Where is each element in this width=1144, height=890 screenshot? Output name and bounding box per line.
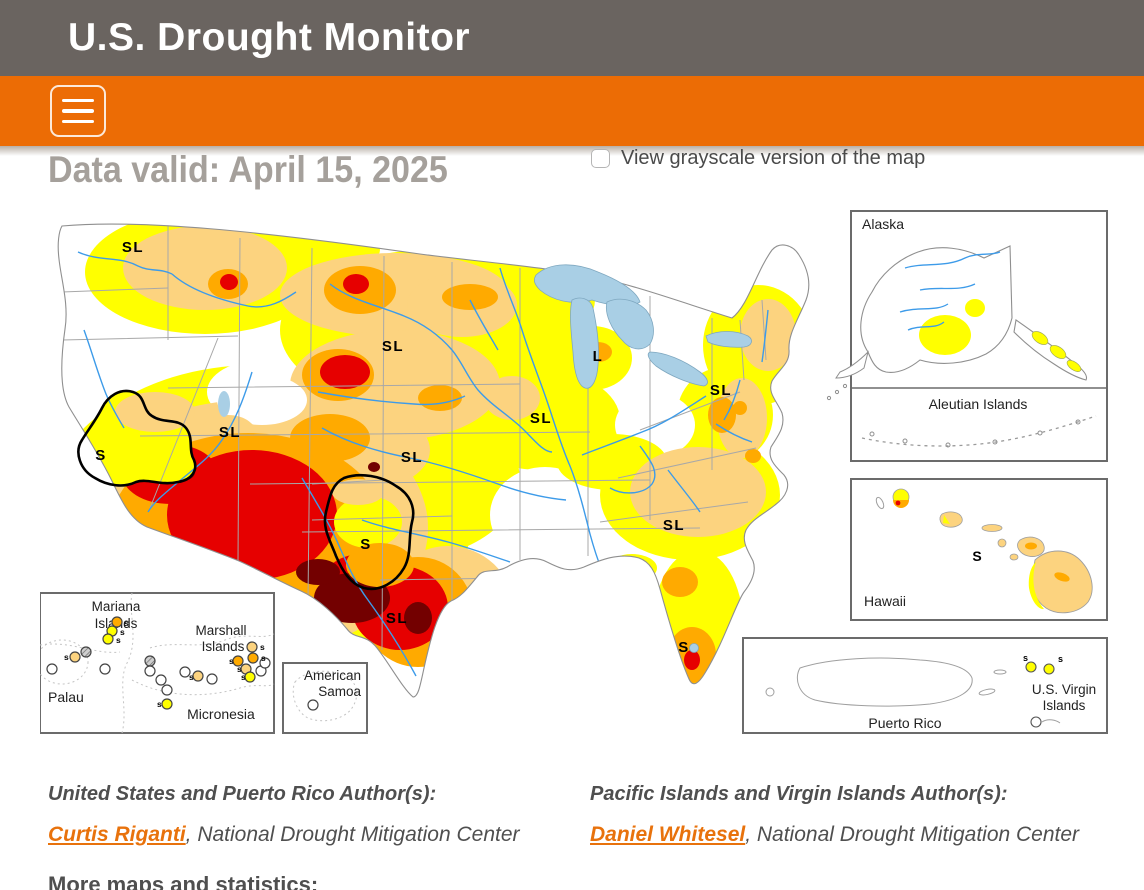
svg-text:s: s [229, 656, 234, 666]
hamburger-icon [62, 98, 94, 103]
hawaii-impact-label: S [972, 548, 981, 564]
svg-text:s: s [261, 653, 266, 663]
hawaii-label: Hawaii [864, 593, 906, 609]
impact-label: SL [382, 338, 404, 355]
marshall-label: Islands [202, 639, 245, 654]
svg-text:s: s [189, 672, 194, 682]
us-author-affiliation: , National Drought Mitigation Center [185, 823, 520, 846]
navbar [0, 76, 1144, 146]
aleutian-chain [861, 415, 1097, 447]
svg-text:s: s [64, 652, 69, 662]
impact-label: SL [219, 424, 241, 441]
state-borders [61, 226, 767, 651]
impact-label: SL [530, 410, 552, 427]
grayscale-checkbox[interactable] [591, 149, 610, 168]
grayscale-label[interactable]: View grayscale version of the map [621, 147, 926, 169]
usvi-s-marker: s [1023, 653, 1028, 663]
marshall-label: Marshall [195, 623, 246, 638]
impact-label: SL [386, 610, 408, 627]
page-title: U.S. Drought Monitor [68, 16, 471, 59]
svg-text:s: s [241, 672, 246, 682]
drought-map: SL SL SL S SL S SL SL L SL SL S [35, 205, 1110, 740]
rivers [77, 251, 769, 677]
usvi-label: U.S. Virgin [1032, 682, 1096, 697]
svg-text:s: s [116, 635, 121, 645]
pacific-islands-inset: Mariana Islands Marshall Islands Palau M… [35, 592, 275, 734]
svg-text:s: s [120, 627, 125, 637]
island-markers [46, 616, 271, 710]
island-s-markers: s s s s s s s s s s s [64, 618, 266, 709]
more-maps-heading: More maps and statistics: [48, 872, 319, 890]
palau-label: Palau [48, 689, 84, 705]
impact-label: SL [122, 239, 144, 256]
aleutian-label: Aleutian Islands [929, 396, 1028, 412]
great-salt-lake [218, 391, 230, 417]
impact-label: SL [401, 449, 423, 466]
impact-label: L [593, 348, 604, 365]
usvi-label: Islands [1043, 698, 1086, 713]
alaska-inset: Alaska Aleutian Islands [826, 210, 1108, 462]
us-authors-heading: United States and Puerto Rico Author(s): [48, 783, 437, 805]
great-lakes [533, 264, 752, 389]
usvi-s-marker: s [1058, 654, 1063, 664]
lake-okeechobee [689, 643, 699, 653]
puerto-rico-label: Puerto Rico [868, 715, 941, 731]
svg-text:s: s [157, 699, 162, 709]
impact-label: SL [710, 382, 732, 399]
data-valid-heading: Data valid: April 15, 2025 [48, 149, 448, 190]
nav-shadow [0, 146, 1144, 156]
pacific-authors-block: Pacific Islands and Virgin Islands Autho… [590, 783, 1120, 847]
impact-label: S [360, 536, 372, 553]
pacific-authors-heading: Pacific Islands and Virgin Islands Autho… [590, 783, 1008, 805]
alaska-label: Alaska [862, 216, 904, 232]
impact-label: S [678, 639, 690, 656]
impact-label: S [95, 447, 107, 464]
hawaii-inset: S Hawaii [850, 478, 1108, 621]
svg-text:s: s [237, 664, 242, 674]
grayscale-toggle-row: View grayscale version of the map [591, 147, 925, 170]
svg-text:s: s [124, 618, 129, 628]
mariana-label: Mariana [92, 599, 141, 614]
impact-labels: SL SL SL S SL S SL SL L SL SL S [95, 239, 732, 656]
impact-label: SL [663, 517, 685, 534]
pacific-author-link[interactable]: Daniel Whitesel [590, 823, 746, 846]
us-authors-block: United States and Puerto Rico Author(s):… [48, 783, 578, 847]
micronesia-label: Micronesia [187, 706, 255, 722]
puerto-rico-inset: s s U.S. Virgin Islands Puerto Rico [742, 637, 1108, 734]
american-samoa-inset: American Samoa [282, 662, 368, 734]
svg-text:s: s [260, 642, 265, 652]
american-samoa-label: Samoa [318, 684, 361, 699]
us-author-link[interactable]: Curtis Riganti [48, 823, 186, 846]
black-outline-regions [77, 389, 415, 591]
pacific-author-affiliation: , National Drought Mitigation Center [745, 823, 1080, 846]
menu-toggle-button[interactable] [50, 85, 106, 137]
american-samoa-label: American [304, 668, 361, 683]
app-header: U.S. Drought Monitor [0, 0, 1144, 76]
